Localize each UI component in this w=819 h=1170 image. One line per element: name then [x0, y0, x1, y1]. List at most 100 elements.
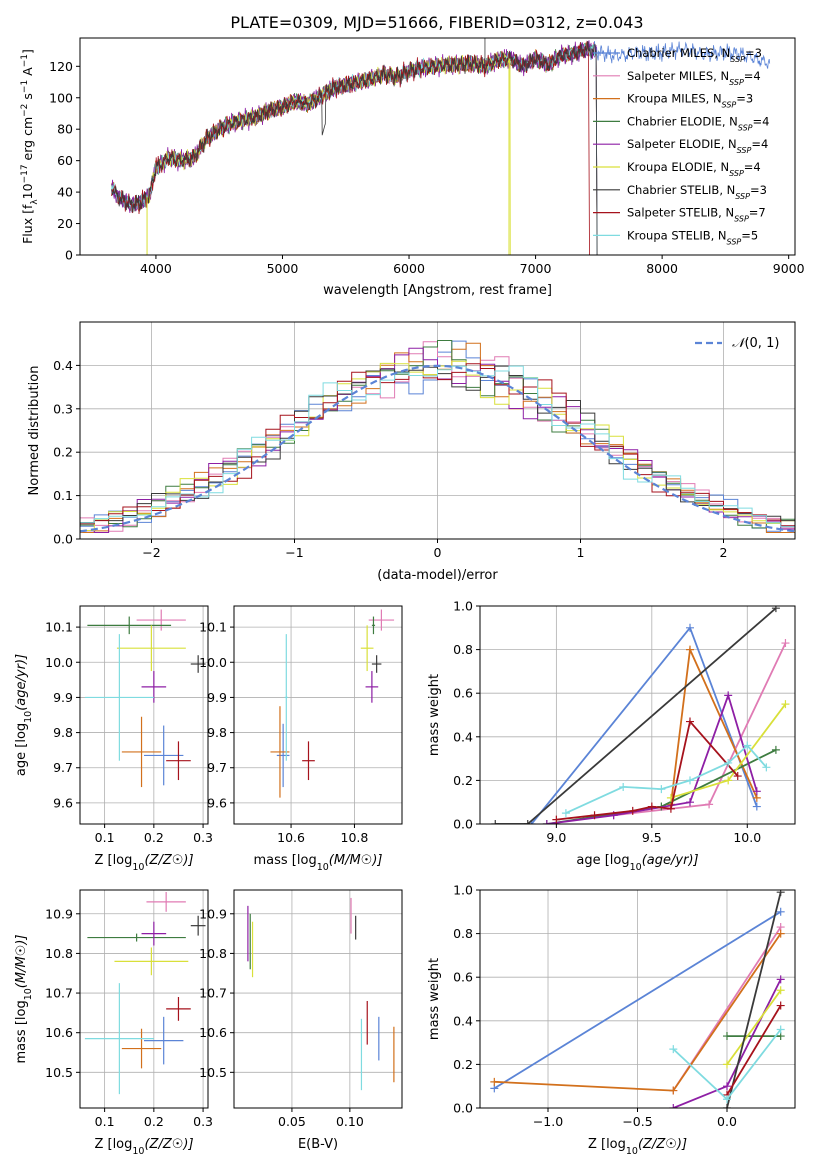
mass-weight-vs-z-marker-5 — [776, 975, 785, 984]
mass-weight-vs-age-marker-7 — [491, 820, 500, 824]
mass-vs-z-ytick-label: 10.8 — [45, 946, 73, 961]
residuals-xtick-label: 2 — [720, 545, 728, 560]
mass-weight-vs-z-marker-5 — [669, 1104, 678, 1108]
mass-weight-vs-age-marker-1 — [752, 802, 761, 811]
age-vs-z-ytick-label: 10.0 — [45, 655, 73, 670]
mass-weight-vs-z-ytick-label: 0.8 — [453, 926, 473, 941]
mass-weight-vs-age-marker-5 — [686, 798, 694, 807]
age-vs-z-ytick-label: 9.9 — [53, 690, 73, 705]
age-vs-z-ylabel: age [log10(age/yr)] — [14, 654, 34, 776]
mass-weight-vs-z-series-8 — [726, 1005, 782, 1096]
residuals-ytick-label: 0.0 — [53, 532, 73, 547]
age-vs-z-ytick-label: 9.7 — [53, 760, 73, 775]
spectrum-frame — [79, 37, 796, 256]
mass-weight-vs-age-marker-8 — [733, 772, 742, 781]
mass-weight-vs-z-marker-9 — [776, 1025, 785, 1034]
spectrum-panel: 4000 5000 6000 7000 8000 9000 0 20 40 60 80 100 120 w… — [20, 37, 805, 298]
mass-vs-ebv-panel: 0.05 0.10 10.5 10.6 10.7 10.8 10.9 E(B-V) — [199, 889, 403, 1152]
mass-vs-z-ytick-label: 10.5 — [45, 1065, 73, 1080]
mass-vs-z-ytick-label: 10.9 — [45, 906, 73, 921]
mass-weight-vs-age-ytick-label: 0.4 — [453, 729, 473, 744]
mass-weight-vs-age-marker-9 — [724, 758, 733, 767]
mass-weight-vs-z-ytick-label: 0.2 — [453, 1057, 473, 1072]
mass-weight-vs-age-marker-8 — [590, 811, 599, 820]
age-vs-mass-ytick-label: 9.6 — [207, 795, 227, 810]
gaussian-legend-label: 𝒩(0, 1) — [732, 336, 779, 351]
mass-weight-vs-z-marker-7 — [722, 1104, 731, 1108]
mass-weight-vs-age-plot-area — [491, 606, 790, 824]
mass-weight-vs-age-series-7 — [495, 607, 777, 824]
mass-weight-vs-age-marker-4 — [771, 745, 780, 754]
spectrum-plot-area — [111, 38, 771, 255]
age-vs-z-ytick-label: 10.1 — [45, 620, 73, 635]
mass-weight-vs-age-marker-1 — [686, 623, 694, 632]
spectrum-line-9 — [111, 42, 598, 255]
spectrum-xtick-label: 5000 — [267, 261, 299, 276]
mass-weight-vs-z-ytick-label: 0.6 — [453, 970, 473, 985]
mass-vs-z-xtick-label: 0.3 — [193, 1114, 213, 1129]
residuals-ytick-label: 0.3 — [53, 401, 73, 416]
mass-weight-vs-age-marker-5 — [724, 691, 733, 700]
mass-vs-z-ytick-label: 10.6 — [45, 1025, 73, 1040]
spectrum-xtick-label: 4000 — [140, 261, 172, 276]
mass-weight-vs-age-marker-5 — [542, 820, 551, 824]
mass-weight-vs-z-ytick-label: 1.0 — [453, 883, 473, 898]
mass-vs-ebv-ytick-label: 10.8 — [199, 946, 227, 961]
residuals-ytick-label: 0.1 — [53, 488, 73, 503]
spectrum-xtick-label: 8000 — [646, 261, 678, 276]
mass-weight-vs-age-frame — [479, 605, 796, 825]
spectrum-ytick-label: 20 — [57, 216, 73, 231]
mass-vs-z-frame — [79, 889, 209, 1109]
histogram-step-9 — [80, 365, 795, 539]
age-vs-mass-ytick-label: 9.8 — [207, 725, 227, 740]
mass-weight-vs-z-marker-4 — [722, 1032, 731, 1041]
mass-vs-ebv-ytick-label: 10.9 — [199, 906, 227, 921]
age-vs-mass-xlabel: mass [log10(M/M☉)] — [254, 853, 383, 873]
mass-weight-vs-age-ytick-label: 1.0 — [453, 599, 473, 614]
mass-weight-vs-z-series-6 — [726, 989, 782, 1065]
spectrum-xtick-label: 6000 — [393, 261, 425, 276]
age-vs-mass-plot-area — [270, 609, 395, 798]
mass-vs-ebv-xtick-label: 0.05 — [278, 1114, 306, 1129]
residuals-xtick-label: 0 — [434, 545, 442, 560]
age-vs-z-ytick-label: 9.6 — [53, 795, 73, 810]
mass-weight-vs-z-ytick-label: 0.0 — [453, 1101, 473, 1116]
mass-vs-ebv-xlabel: E(B-V) — [298, 1137, 338, 1152]
mass-weight-vs-age-marker-6 — [781, 700, 790, 709]
legend-entry-6: Kroupa ELODIE, NSSP=4 — [627, 160, 761, 178]
spectrum-line-5 — [111, 40, 598, 255]
mass-weight-vs-age-marker-9 — [743, 741, 752, 750]
mass-weight-vs-age-marker-9 — [561, 809, 570, 818]
age-vs-mass-panel: 10.6 10.8 9.6 9.7 9.8 9.9 10.0 10.1 mass [log10(… — [199, 605, 403, 873]
mass-vs-z-ylabel: mass [log10(M/M☉)] — [14, 935, 34, 1064]
mass-vs-z-xtick-label: 0.2 — [144, 1114, 164, 1129]
mass-weight-vs-z-panel: −1.0 −0.5 0.0 0.0 0.2 0.4 0.6 0.8 1.0 Z [log10(Z/… — [427, 883, 796, 1157]
age-vs-z-xtick-label: 0.1 — [95, 830, 115, 845]
mass-weight-vs-age-xtick-label: 9.5 — [642, 830, 662, 845]
spectrum-xtick-label: 7000 — [520, 261, 552, 276]
mass-weight-vs-z-marker-3 — [776, 929, 785, 938]
age-vs-mass-ytick-label: 10.0 — [199, 655, 227, 670]
residuals-ytick-label: 0.4 — [53, 358, 73, 373]
spectrum-xtick-label: 9000 — [773, 261, 805, 276]
spectrum-ytick-label: 0 — [65, 248, 73, 263]
age-vs-mass-ytick-label: 10.1 — [199, 620, 227, 635]
mass-weight-vs-age-marker-9 — [619, 782, 628, 791]
residuals-ylabel: Normed distribution — [27, 366, 42, 496]
mass-vs-z-xtick-label: 0.1 — [95, 1114, 115, 1129]
mass-weight-vs-age-series-1 — [530, 626, 758, 824]
mass-weight-vs-age-ytick-label: 0.2 — [453, 773, 473, 788]
figure-title: PLATE=0309, MJD=51666, FIBERID=0312, z=0… — [230, 13, 643, 32]
mass-weight-vs-age-marker-8 — [686, 717, 694, 726]
mass-weight-vs-z-marker-7 — [776, 890, 785, 897]
spectrum-ytick-label: 60 — [57, 153, 73, 168]
mass-weight-vs-z-series-7 — [726, 891, 782, 1108]
legend-entry-4: Chabrier ELODIE, NSSP=4 — [627, 114, 769, 131]
residuals-plot-area — [80, 340, 795, 539]
spectrum-line-8 — [111, 40, 590, 255]
legend-entry-2: Salpeter MILES, NSSP=4 — [627, 69, 761, 87]
age-vs-mass-ytick-label: 9.7 — [207, 760, 227, 775]
mass-weight-vs-age-xtick-label: 10.0 — [733, 830, 761, 845]
age-vs-z-xlabel: Z [log10(Z/Z☉)] — [94, 853, 193, 873]
